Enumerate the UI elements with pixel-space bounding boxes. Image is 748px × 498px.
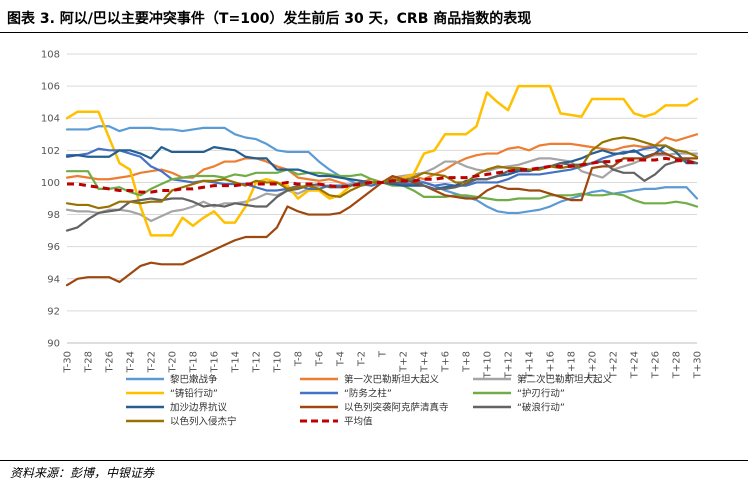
- x-tick-label: T-22: [147, 351, 158, 374]
- legend-label-6: “护刃行动”: [517, 388, 565, 400]
- legend-label-5: “防务之柱”: [344, 388, 392, 400]
- y-tick-label: 94: [47, 274, 60, 285]
- x-tick-label: T+16: [546, 351, 557, 379]
- y-tick-label: 108: [41, 50, 60, 61]
- y-tick-label: 102: [41, 146, 60, 157]
- legend-label-7: 加沙边界抗议: [170, 402, 228, 414]
- y-tick-label: 98: [47, 210, 60, 221]
- x-tick-label: T+24: [630, 351, 641, 379]
- series-line-11: [67, 156, 698, 194]
- x-tick-label: T+22: [609, 351, 620, 379]
- x-tick-label: T+26: [651, 351, 662, 379]
- y-tick-label: 106: [41, 82, 60, 93]
- x-tick-label: T+2: [399, 351, 410, 373]
- legend-label-9: “破浪行动”: [517, 402, 565, 414]
- source-rule: [0, 460, 748, 461]
- x-tick-label: T: [378, 350, 389, 358]
- grid-lines: [67, 53, 697, 344]
- title-rule: [0, 32, 748, 33]
- x-tick-label: T+14: [525, 351, 536, 379]
- series-lines: [65, 84, 699, 287]
- x-tick-label: T+18: [567, 351, 578, 379]
- x-tick-label: T+8: [462, 351, 473, 373]
- figure-title: 图表 3. 阿以/巴以主要冲突事件（T=100）发生前后 30 天，CRB 商品…: [7, 11, 532, 27]
- x-axis-tick-labels: T-30 T-28 T-26 T-24 T-22 T-20 T-18 T-16 T-14 T-12…: [63, 350, 704, 379]
- x-tick-label: T-20: [168, 351, 179, 374]
- legend-label-4: “铸铅行动”: [170, 388, 218, 400]
- x-tick-label: T+10: [483, 351, 494, 379]
- y-tick-label: 104: [41, 114, 60, 125]
- y-axis-tick-labels: 90 92 94 96 98 100 102 104 106 108: [41, 50, 60, 350]
- x-tick-label: T-2: [357, 351, 368, 367]
- x-tick-label: T+20: [588, 351, 599, 379]
- legend-label-10: 以色列入侵杰宁: [170, 416, 237, 428]
- x-tick-label: T-14: [231, 351, 242, 374]
- legend-label-1: 黎巴嫩战争: [170, 374, 218, 386]
- x-tick-label: T+30: [693, 351, 704, 379]
- legend: 黎巴嫩战争 第一次巴勒斯坦大起义 第二次巴勒斯坦大起义 “铸铅行动” “防务之柱” “护刃…: [126, 374, 613, 428]
- y-tick-label: 92: [47, 306, 60, 317]
- x-tick-label: T-16: [210, 351, 221, 374]
- series-line-8: [65, 152, 699, 287]
- x-tick-label: T-8: [294, 351, 305, 367]
- series-line-3: [65, 152, 699, 223]
- x-tick-label: T-30: [63, 351, 74, 374]
- x-tick-label: T+4: [420, 351, 431, 373]
- x-tick-label: T-4: [336, 351, 347, 367]
- x-tick-label: T-28: [84, 351, 95, 374]
- x-tick-label: T-6: [315, 351, 326, 367]
- legend-label-3: 第二次巴勒斯坦大起义: [517, 374, 613, 386]
- source-note: 资料来源：彭博，中银证券: [10, 466, 155, 480]
- x-tick-label: T-26: [105, 351, 116, 374]
- legend-label-11: 平均值: [344, 416, 373, 428]
- x-tick-label: T+6: [441, 351, 452, 373]
- x-tick-label: T+28: [672, 351, 683, 379]
- legend-label-8: 以色列突袭阿克萨清真寺: [344, 402, 449, 414]
- y-tick-label: 96: [47, 242, 60, 253]
- x-tick-label: T+12: [504, 351, 515, 379]
- y-tick-label: 100: [41, 178, 60, 189]
- y-tick-label: 90: [47, 339, 60, 350]
- x-tick-label: T-10: [273, 351, 284, 374]
- x-tick-label: T-12: [252, 351, 263, 374]
- legend-label-2: 第一次巴勒斯坦大起义: [344, 374, 440, 386]
- x-tick-label: T-24: [126, 351, 137, 374]
- x-tick-label: T-18: [189, 351, 200, 374]
